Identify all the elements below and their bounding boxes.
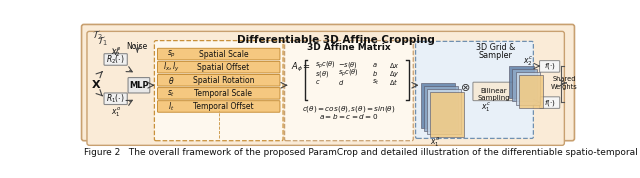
FancyBboxPatch shape xyxy=(157,101,280,112)
FancyBboxPatch shape xyxy=(154,41,283,141)
Text: Differentiable 3D Affine Cropping: Differentiable 3D Affine Cropping xyxy=(237,35,435,45)
Text: $s(\theta)$: $s(\theta)$ xyxy=(315,69,329,79)
Bar xyxy=(509,66,534,98)
Text: Spatial Rotation: Spatial Rotation xyxy=(193,76,254,85)
Text: $c$: $c$ xyxy=(315,78,321,86)
Text: 3D Grid &: 3D Grid & xyxy=(476,43,515,52)
Text: $s_pc(\theta)$: $s_pc(\theta)$ xyxy=(338,68,359,79)
FancyBboxPatch shape xyxy=(540,61,560,72)
Text: $\mathcal{T}_2$: $\mathcal{T}_2$ xyxy=(92,28,103,42)
Text: $s_t$: $s_t$ xyxy=(167,88,175,99)
FancyBboxPatch shape xyxy=(128,78,150,93)
Bar xyxy=(513,69,537,101)
Bar xyxy=(516,72,540,104)
Text: $b$: $b$ xyxy=(372,69,378,78)
Text: $\otimes$: $\otimes$ xyxy=(460,82,470,93)
Text: $a$: $a$ xyxy=(372,61,378,69)
Bar xyxy=(424,86,458,131)
FancyBboxPatch shape xyxy=(104,93,127,104)
FancyBboxPatch shape xyxy=(157,88,280,99)
Text: Sampling: Sampling xyxy=(477,95,510,101)
Text: Spatial Offset: Spatial Offset xyxy=(197,63,250,72)
FancyBboxPatch shape xyxy=(473,82,515,101)
Text: Shared
Weights: Shared Weights xyxy=(551,76,578,90)
Text: $x_2^o$: $x_2^o$ xyxy=(111,45,121,59)
Text: Temporal Scale: Temporal Scale xyxy=(195,89,252,98)
FancyBboxPatch shape xyxy=(285,41,413,141)
FancyBboxPatch shape xyxy=(157,48,280,60)
Text: Sampler: Sampler xyxy=(479,51,513,60)
Text: $\mathcal{T}_1$: $\mathcal{T}_1$ xyxy=(97,35,108,48)
Text: 3D Affine Matrix: 3D Affine Matrix xyxy=(307,43,391,52)
Text: $s_p$: $s_p$ xyxy=(167,49,176,60)
Text: $A_\phi =$: $A_\phi =$ xyxy=(291,61,311,75)
FancyBboxPatch shape xyxy=(157,61,280,73)
Text: $\theta$: $\theta$ xyxy=(168,75,175,86)
FancyBboxPatch shape xyxy=(104,54,127,65)
Text: $f(\cdot)$: $f(\cdot)$ xyxy=(544,61,556,71)
Bar xyxy=(518,75,543,108)
Bar xyxy=(421,83,455,128)
Text: $x_1^c$: $x_1^c$ xyxy=(481,101,492,114)
Text: $d$: $d$ xyxy=(338,78,344,87)
Text: $l_t$: $l_t$ xyxy=(168,100,175,113)
Text: Spatial Scale: Spatial Scale xyxy=(198,50,248,59)
Text: $a=b=c=d=0$: $a=b=c=d=0$ xyxy=(319,112,379,121)
Text: Figure 2   The overall framework of the proposed ParamCrop and detailed illustra: Figure 2 The overall framework of the pr… xyxy=(84,148,640,157)
Text: Noise: Noise xyxy=(127,42,148,51)
Text: $R_1(\cdot)$: $R_1(\cdot)$ xyxy=(106,93,125,105)
FancyBboxPatch shape xyxy=(81,24,575,141)
Text: $l_x, l_y$: $l_x, l_y$ xyxy=(163,61,180,74)
Text: $x_2^c$: $x_2^c$ xyxy=(524,55,533,68)
Text: $s_pc(\theta)$: $s_pc(\theta)$ xyxy=(315,60,336,71)
Text: $-s(\theta)$: $-s(\theta)$ xyxy=(338,60,358,70)
Text: $s_t$: $s_t$ xyxy=(372,78,380,87)
FancyBboxPatch shape xyxy=(415,41,533,138)
Text: $\Delta y$: $\Delta y$ xyxy=(389,69,400,79)
Text: $x_1^o$: $x_1^o$ xyxy=(111,106,121,119)
Text: $R_2(\cdot)$: $R_2(\cdot)$ xyxy=(106,53,125,66)
Text: Temporal Offset: Temporal Offset xyxy=(193,102,253,111)
Text: Bilinear: Bilinear xyxy=(481,88,507,95)
Text: MLP: MLP xyxy=(129,81,148,90)
FancyBboxPatch shape xyxy=(87,31,564,145)
Text: $x_1^o$: $x_1^o$ xyxy=(430,135,440,149)
Text: $\Delta x$: $\Delta x$ xyxy=(389,61,400,70)
Text: X: X xyxy=(92,80,100,90)
Text: $\Delta t$: $\Delta t$ xyxy=(389,77,399,87)
FancyBboxPatch shape xyxy=(540,97,560,108)
FancyBboxPatch shape xyxy=(157,74,280,86)
Bar xyxy=(430,92,465,137)
Text: $f(\cdot)$: $f(\cdot)$ xyxy=(544,98,556,108)
Text: $c(\theta)=cos(\theta),s(\theta)=sin(\theta)$: $c(\theta)=cos(\theta),s(\theta)=sin(\th… xyxy=(302,104,396,114)
Bar xyxy=(428,89,461,134)
